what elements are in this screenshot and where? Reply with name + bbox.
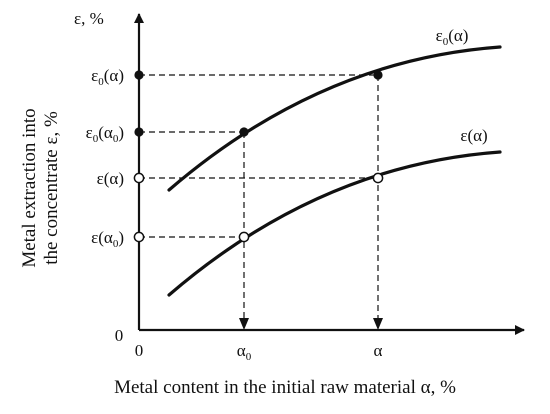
y-tick-eps-alpha0: ε(α0) xyxy=(91,228,124,250)
x-tick-alpha0: α0 xyxy=(237,341,252,363)
x-axis-title: Metal content in the initial raw materia… xyxy=(114,377,456,398)
curve-label-eps0-alpha: ε0(α) xyxy=(436,26,469,48)
x-tick-alpha: α xyxy=(374,341,383,360)
marker-eps-at-alpha xyxy=(372,172,384,184)
curve-eps0-alpha xyxy=(167,45,502,192)
y-axis-symbol: ε, % xyxy=(74,9,104,28)
alpha0-arrowhead xyxy=(239,318,249,330)
alpha-arrowhead xyxy=(373,318,383,330)
axis-marker-eps-alpha xyxy=(133,172,145,184)
axis-marker-eps-alpha0 xyxy=(133,231,145,243)
y-tick-eps0-alpha: ε0(α) xyxy=(91,66,124,88)
y-tick-eps0-alpha0: ε0(α0) xyxy=(86,123,124,145)
axis-marker-eps0-alpha0 xyxy=(134,127,144,137)
marker-eps0-at-alpha xyxy=(373,70,383,80)
curve-eps-alpha xyxy=(167,150,502,297)
y-tick-eps-alpha: ε(α) xyxy=(97,169,124,188)
x-origin-label: 0 xyxy=(135,341,144,360)
marker-eps-at-alpha0 xyxy=(238,231,250,243)
marker-eps0-at-alpha0 xyxy=(239,127,249,137)
y-origin-label: 0 xyxy=(115,326,124,345)
axis-marker-eps0-alpha xyxy=(134,70,144,80)
y-axis-title-line1: Metal extraction into xyxy=(19,108,40,267)
y-axis-title-line2: the concentrate ε, % xyxy=(41,111,62,265)
curve-label-eps-alpha: ε(α) xyxy=(460,126,487,145)
